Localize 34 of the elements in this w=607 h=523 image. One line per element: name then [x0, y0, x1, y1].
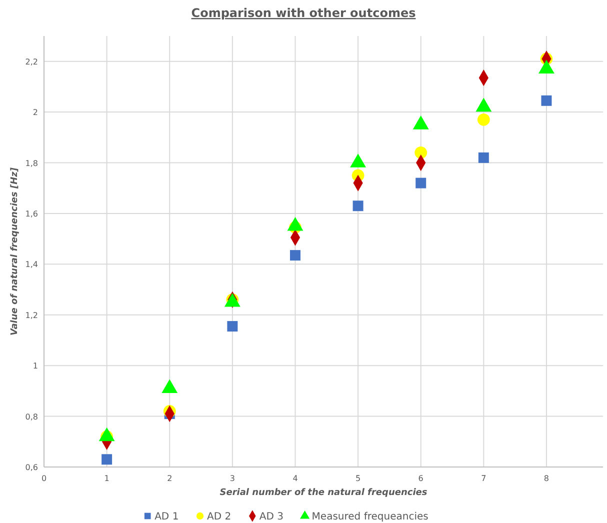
chart-title: Comparison with other outcomes: [191, 6, 416, 20]
y-tick-label: 1,4: [25, 260, 38, 270]
y-tick-label: 1: [32, 362, 38, 371]
point: [227, 321, 238, 332]
point: [102, 454, 112, 465]
x-tick-label: 0: [41, 474, 47, 483]
x-axis-title: Serial number of the natural frequencies: [220, 488, 428, 498]
x-tick-label: 1: [104, 474, 110, 483]
x-tick-label: 2: [167, 474, 172, 483]
point: [478, 152, 489, 163]
point: [352, 200, 364, 212]
y-tick-label: 1,2: [25, 310, 38, 320]
x-tick-label: 4: [292, 474, 298, 483]
legend-label: AD 2: [207, 512, 232, 522]
point: [414, 146, 428, 159]
x-tick-label: 5: [356, 474, 361, 483]
x-tick-label: 8: [544, 474, 550, 483]
y-tick-label: 0,6: [25, 463, 38, 472]
legend-label: AD 3: [259, 512, 284, 522]
legend-label: Measured frequeancies: [312, 512, 428, 522]
y-tick-label: 2,2: [25, 57, 38, 66]
y-axis-title: Value of natural frequencies [Hz]: [10, 166, 20, 336]
y-tick-label: 2: [32, 108, 38, 118]
point: [541, 95, 552, 106]
point: [290, 250, 300, 261]
point: [477, 113, 490, 126]
y-tick-label: 0,8: [25, 412, 38, 422]
y-tick-label: 1,6: [25, 209, 38, 218]
legend-label: AD 1: [154, 512, 179, 522]
x-tick-label: 3: [230, 474, 235, 483]
point: [416, 178, 426, 188]
x-tick-label: 6: [418, 474, 424, 483]
x-tick-label: 7: [481, 474, 486, 483]
y-tick-label: 1,8: [25, 158, 38, 168]
